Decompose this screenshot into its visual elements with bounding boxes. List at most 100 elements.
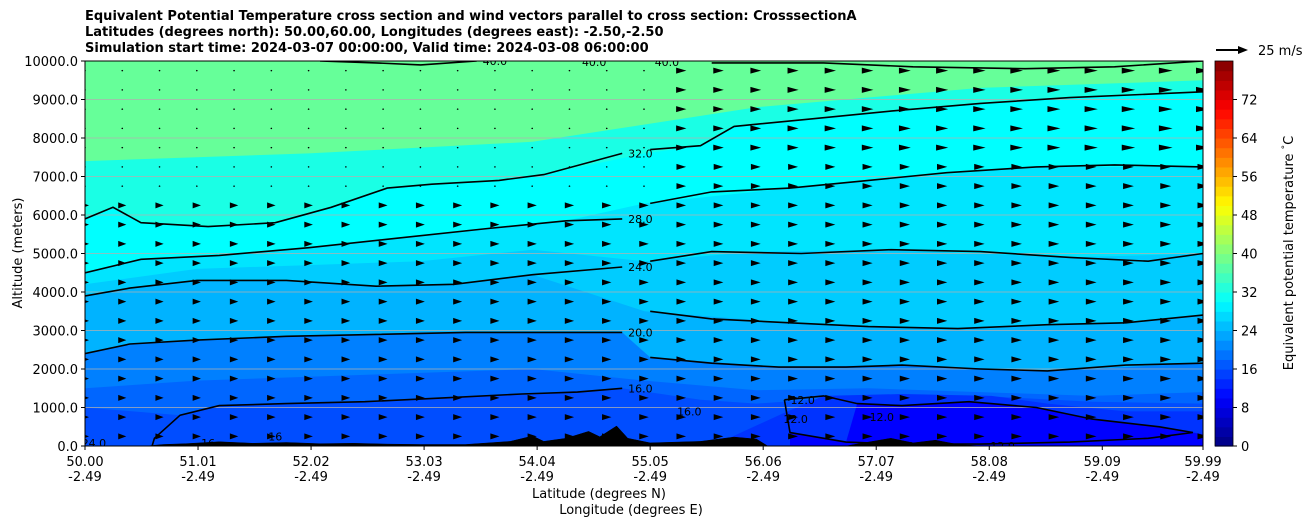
colorbar-segment: [1215, 128, 1233, 139]
wind-vector: [750, 86, 762, 93]
wind-vector-dot: [233, 166, 235, 168]
wind-vector-arrowhead: [1010, 106, 1023, 113]
wind-vector-arrowhead: [1048, 260, 1060, 267]
wind-vector: [527, 240, 537, 247]
wind-vector: [787, 86, 799, 93]
wind-vector: [229, 337, 239, 344]
wind-vector: [862, 183, 873, 190]
wind-vector-arrowhead: [1158, 67, 1173, 74]
wind-vector-dot: [494, 166, 496, 168]
wind-vector: [1048, 414, 1060, 421]
wind-vector-arrowhead: [639, 414, 649, 421]
wind-vector-arrowhead: [750, 337, 761, 344]
wind-vector-arrowhead: [713, 394, 724, 401]
wind-vector: [750, 125, 762, 132]
wind-vector: [602, 433, 612, 440]
wind-vector: [1048, 298, 1060, 305]
wind-vector: [1048, 279, 1060, 286]
wind-vector: [1085, 183, 1097, 190]
wind-vector: [118, 433, 127, 440]
wind-vector-arrowhead: [1010, 86, 1023, 93]
contour-label: 20.0: [628, 326, 653, 339]
wind-vector-arrowhead: [602, 279, 612, 286]
wind-vector-arrowhead: [85, 377, 89, 381]
wind-vector-dot: [196, 127, 198, 130]
wind-vector: [415, 375, 425, 382]
wind-vector-arrowhead: [862, 163, 873, 170]
wind-vector-arrowhead: [750, 433, 761, 440]
wind-vector: [490, 240, 500, 247]
wind-vector: [1011, 394, 1022, 401]
wind-vector-arrowhead: [490, 356, 500, 363]
wind-vector-arrowhead: [1084, 125, 1098, 132]
wind-vector: [118, 394, 127, 401]
wind-vector: [861, 106, 874, 113]
contour-label: 40.0: [655, 56, 680, 69]
wind-vector-arrowhead: [639, 337, 649, 344]
wind-vector-arrowhead: [676, 106, 687, 113]
wind-vector-arrowhead: [85, 415, 89, 419]
wind-vector: [1123, 356, 1134, 363]
wind-vector: [233, 146, 235, 149]
wind-vector-arrowhead: [415, 433, 425, 440]
wind-vector: [270, 89, 273, 91]
wind-vector: [750, 279, 761, 286]
wind-vector-arrowhead: [192, 298, 201, 305]
wind-vector: [1048, 317, 1060, 324]
wind-vector-arrowhead: [639, 298, 649, 305]
wind-vector-arrowhead: [1011, 337, 1022, 344]
wind-vector: [267, 240, 276, 247]
wind-vector: [1047, 86, 1061, 93]
wind-vector: [304, 356, 313, 363]
wind-vector-arrowhead: [155, 298, 164, 305]
wind-vector-arrowhead: [602, 433, 612, 440]
wind-vector: [490, 375, 500, 382]
wind-vector-arrowhead: [713, 183, 724, 190]
wind-vector: [862, 433, 873, 440]
wind-vector-arrowhead: [341, 279, 351, 286]
wind-vector: [564, 298, 575, 305]
wind-vector-arrowhead: [1158, 106, 1173, 113]
wind-vector: [974, 163, 985, 170]
x-tick-label-lat: 54.04: [519, 455, 556, 470]
wind-vector-arrowhead: [787, 125, 799, 132]
wind-vector: [643, 127, 645, 130]
wind-vector-arrowhead: [862, 414, 873, 421]
wind-vector: [1085, 221, 1097, 228]
wind-vector-dot: [270, 185, 273, 187]
wind-vector-arrowhead: [155, 356, 164, 363]
wind-vector-arrowhead: [304, 202, 313, 209]
wind-vector: [1047, 125, 1061, 132]
wind-vector: [1084, 86, 1098, 93]
wind-vector-arrowhead: [155, 394, 164, 401]
wind-vector-arrowhead: [527, 221, 537, 228]
x-tick-label-lat: 52.02: [292, 455, 329, 470]
wind-vector: [415, 433, 425, 440]
wind-vector: [936, 221, 948, 228]
wind-vector: [1011, 337, 1022, 344]
wind-vector: [639, 279, 649, 286]
wind-vector-arrowhead: [155, 240, 164, 247]
wind-vector-arrowhead: [192, 221, 201, 228]
wind-vector-arrowhead: [639, 260, 649, 267]
wind-vector-arrowhead: [936, 240, 948, 247]
wind-vector-dot: [382, 108, 384, 110]
wind-vector-arrowhead: [229, 414, 239, 421]
wind-vector-arrowhead: [304, 260, 313, 267]
wind-vector-arrowhead: [490, 375, 500, 382]
wind-vector-arrowhead: [861, 67, 874, 74]
wind-vector-arrowhead: [490, 202, 500, 209]
wind-vector-arrowhead: [713, 106, 724, 113]
wind-vector-dot: [158, 108, 161, 110]
wind-vector: [267, 356, 276, 363]
wind-vector-arrowhead: [750, 298, 761, 305]
wind-vector: [713, 221, 724, 228]
wind-vector-arrowhead: [1085, 433, 1097, 440]
wind-vector: [639, 414, 649, 421]
wind-vector: [382, 127, 384, 130]
wind-vector: [1196, 86, 1203, 93]
wind-vector: [1047, 106, 1061, 113]
colorbar-tick-label: 56: [1241, 171, 1258, 186]
wind-vector-arrowhead: [118, 260, 127, 267]
wind-vector-arrowhead: [1123, 183, 1134, 190]
